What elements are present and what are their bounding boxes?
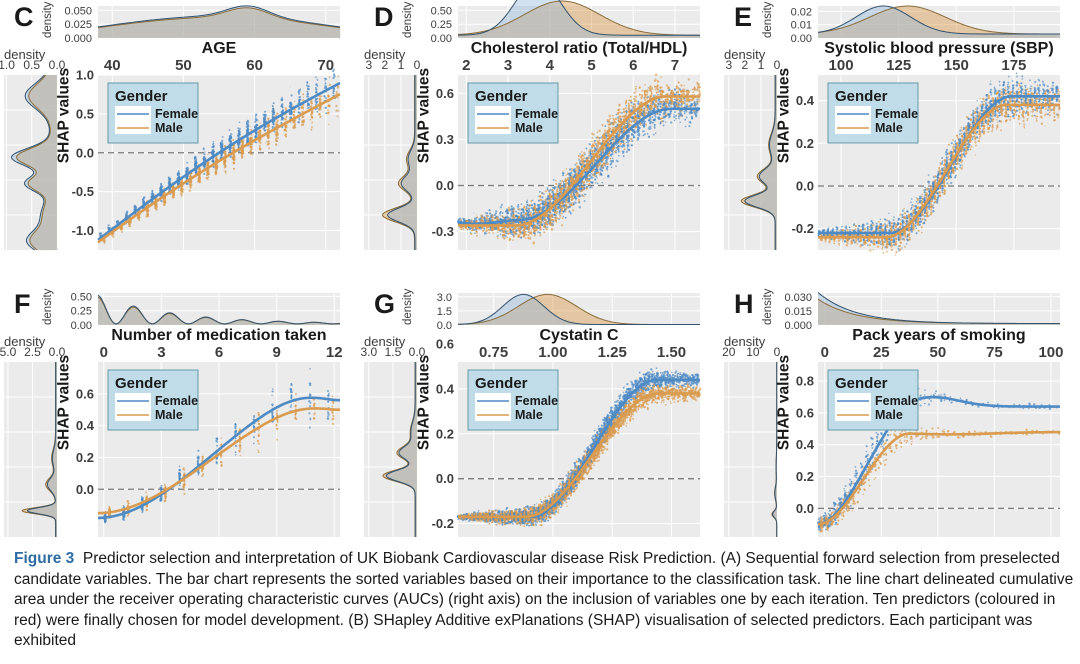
- svg-text:5: 5: [587, 57, 595, 74]
- svg-text:0.0: 0.0: [76, 145, 94, 160]
- svg-text:0.5: 0.5: [76, 106, 94, 121]
- svg-text:-0.3: -0.3: [432, 224, 454, 239]
- svg-text:2: 2: [462, 57, 470, 74]
- svg-text:60: 60: [246, 57, 263, 74]
- svg-text:-1.0: -1.0: [72, 223, 94, 238]
- svg-text:6: 6: [629, 57, 637, 74]
- svg-text:Male: Male: [155, 121, 183, 135]
- svg-text:50: 50: [175, 57, 192, 74]
- svg-text:4: 4: [546, 57, 555, 74]
- svg-text:3: 3: [504, 57, 512, 74]
- svg-text:Gender: Gender: [115, 88, 168, 105]
- svg-text:0.6: 0.6: [436, 86, 454, 101]
- svg-text:7: 7: [671, 57, 679, 74]
- svg-text:0.3: 0.3: [436, 132, 454, 147]
- svg-text:1.0: 1.0: [76, 68, 94, 83]
- svg-text:0.0: 0.0: [436, 178, 454, 193]
- svg-text:40: 40: [104, 57, 121, 74]
- svg-text:Female: Female: [155, 107, 198, 121]
- svg-text:-0.5: -0.5: [72, 184, 94, 199]
- svg-text:70: 70: [317, 57, 334, 74]
